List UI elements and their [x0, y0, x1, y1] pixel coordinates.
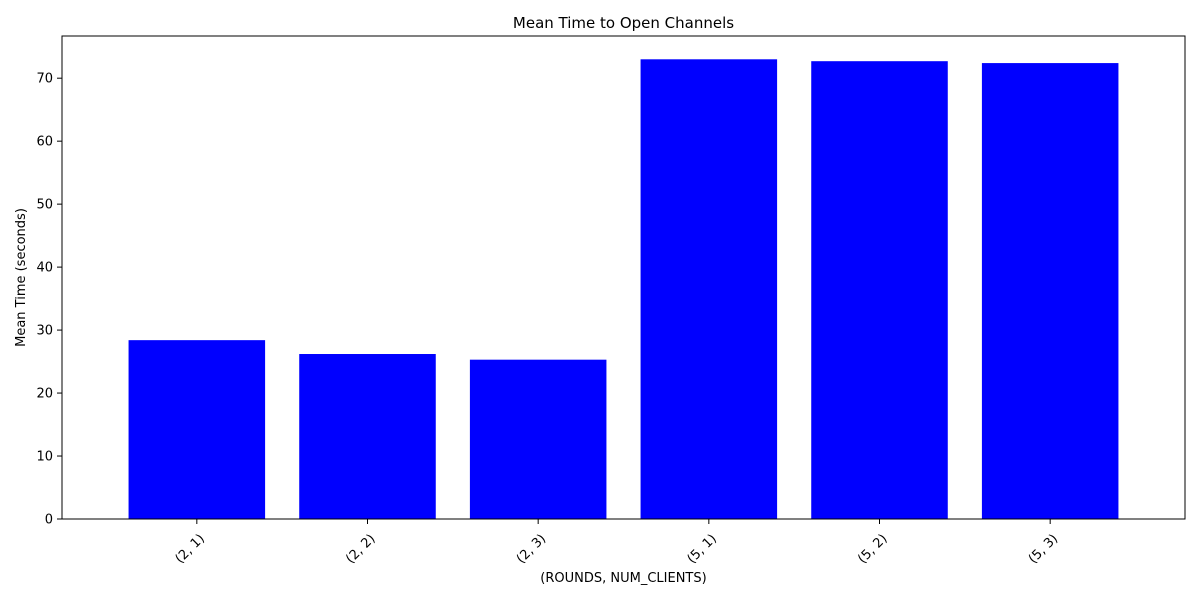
- y-tick-label-2: 20: [36, 387, 53, 402]
- y-axis: 0 10 20 30 40 50 60 70: [36, 72, 62, 528]
- chart-title: Mean Time to Open Channels: [513, 14, 734, 32]
- bar-4: [811, 61, 948, 519]
- y-tick-label-0: 0: [45, 513, 53, 528]
- bar-0: [128, 340, 266, 519]
- y-tick-label-1: 10: [36, 450, 53, 465]
- x-axis-label: (ROUNDS, NUM_CLIENTS): [540, 571, 706, 586]
- bar-5: [981, 63, 1119, 520]
- y-tick-label-5: 50: [36, 198, 53, 213]
- y-tick-label-3: 30: [36, 324, 53, 339]
- y-tick-label-4: 40: [36, 261, 53, 276]
- y-tick-label-6: 60: [36, 135, 53, 150]
- plot-frame: [61, 35, 1186, 520]
- y-axis-label: Mean Time (seconds): [14, 208, 29, 347]
- bar-3: [640, 59, 778, 520]
- bars-group: [128, 59, 1119, 520]
- bar-1: [299, 354, 436, 519]
- y-tick-label-7: 70: [36, 72, 53, 87]
- bar-2: [469, 359, 607, 519]
